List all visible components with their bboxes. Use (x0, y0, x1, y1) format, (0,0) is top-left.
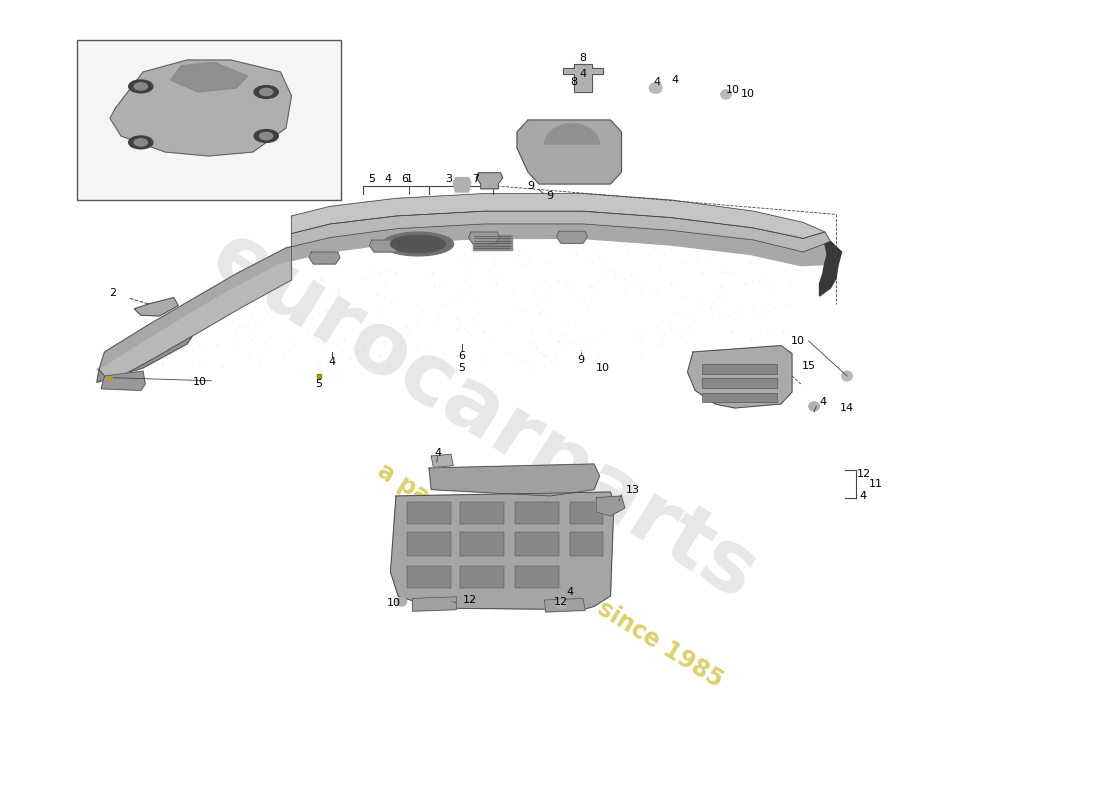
Polygon shape (97, 224, 842, 370)
Bar (515, 502, 559, 524)
Ellipse shape (396, 597, 407, 606)
Polygon shape (469, 232, 499, 244)
Polygon shape (309, 252, 340, 264)
Bar (407, 532, 451, 556)
Polygon shape (563, 64, 603, 92)
Ellipse shape (383, 232, 453, 256)
Text: 10: 10 (741, 90, 755, 99)
Ellipse shape (254, 86, 278, 98)
Bar (407, 566, 451, 588)
Text: 10: 10 (596, 363, 609, 373)
Text: 1: 1 (406, 174, 412, 184)
Text: 10: 10 (387, 598, 400, 608)
Bar (77, 40, 341, 200)
Text: 4: 4 (385, 174, 392, 184)
Text: 9: 9 (578, 355, 584, 365)
Polygon shape (110, 60, 292, 156)
Polygon shape (99, 211, 830, 382)
Ellipse shape (129, 136, 153, 149)
Text: 12: 12 (463, 595, 476, 605)
Bar (702, 393, 777, 402)
Text: 8: 8 (580, 53, 586, 62)
Text: 4: 4 (860, 491, 867, 501)
Polygon shape (412, 597, 456, 611)
Text: 14: 14 (840, 403, 854, 413)
Text: 11: 11 (869, 479, 882, 489)
Polygon shape (596, 496, 625, 516)
Bar (702, 364, 777, 374)
Bar (515, 532, 559, 556)
Text: 12: 12 (554, 597, 568, 606)
Text: eurocarparts: eurocarparts (196, 214, 772, 618)
Text: 6: 6 (402, 174, 408, 184)
Ellipse shape (134, 139, 147, 146)
Text: 13: 13 (626, 485, 639, 494)
Polygon shape (453, 178, 471, 192)
Polygon shape (370, 240, 400, 252)
Polygon shape (688, 346, 792, 408)
Text: 5: 5 (368, 174, 375, 184)
Text: 4: 4 (672, 75, 679, 85)
Text: 4: 4 (580, 69, 586, 78)
Ellipse shape (390, 235, 446, 253)
Text: 6: 6 (459, 351, 465, 361)
Text: 3: 3 (446, 174, 452, 184)
Ellipse shape (254, 130, 278, 142)
Polygon shape (476, 173, 503, 189)
Text: 5: 5 (459, 363, 465, 373)
Text: 7: 7 (472, 174, 478, 184)
Bar (460, 532, 504, 556)
Polygon shape (473, 235, 512, 250)
Text: 9: 9 (528, 182, 535, 191)
Polygon shape (544, 598, 585, 612)
Ellipse shape (720, 90, 732, 99)
Text: 4: 4 (434, 448, 441, 458)
Polygon shape (170, 62, 248, 92)
Polygon shape (292, 194, 825, 238)
Text: 10: 10 (791, 336, 804, 346)
Ellipse shape (842, 371, 852, 382)
Polygon shape (97, 336, 192, 382)
Text: 10: 10 (194, 378, 207, 387)
Text: 12: 12 (857, 469, 870, 478)
Polygon shape (431, 454, 453, 467)
Bar (515, 566, 559, 588)
Text: a passion for parts since 1985: a passion for parts since 1985 (373, 459, 727, 693)
Ellipse shape (260, 88, 273, 96)
Bar (702, 378, 777, 388)
Text: 8: 8 (571, 77, 578, 86)
Text: 10: 10 (726, 85, 739, 94)
Text: 9: 9 (547, 191, 553, 201)
Polygon shape (557, 231, 587, 243)
Bar (407, 502, 451, 524)
Polygon shape (134, 298, 178, 316)
Polygon shape (390, 492, 614, 610)
Text: 4: 4 (653, 77, 660, 86)
Bar (570, 502, 603, 524)
Polygon shape (429, 464, 600, 496)
Ellipse shape (129, 80, 153, 93)
Text: 15: 15 (802, 361, 815, 370)
Text: 4: 4 (566, 587, 573, 597)
Polygon shape (544, 124, 600, 144)
Bar (460, 502, 504, 524)
Ellipse shape (556, 599, 566, 609)
Polygon shape (101, 371, 145, 390)
Ellipse shape (808, 402, 820, 411)
Polygon shape (517, 120, 622, 184)
Ellipse shape (260, 132, 273, 139)
Ellipse shape (134, 82, 147, 90)
Bar (570, 532, 603, 556)
Text: 2: 2 (109, 288, 116, 298)
Text: 5: 5 (316, 379, 322, 389)
Text: 4: 4 (820, 397, 826, 406)
Bar (460, 566, 504, 588)
Polygon shape (820, 242, 842, 296)
Text: 4: 4 (329, 357, 336, 366)
Ellipse shape (649, 82, 662, 94)
